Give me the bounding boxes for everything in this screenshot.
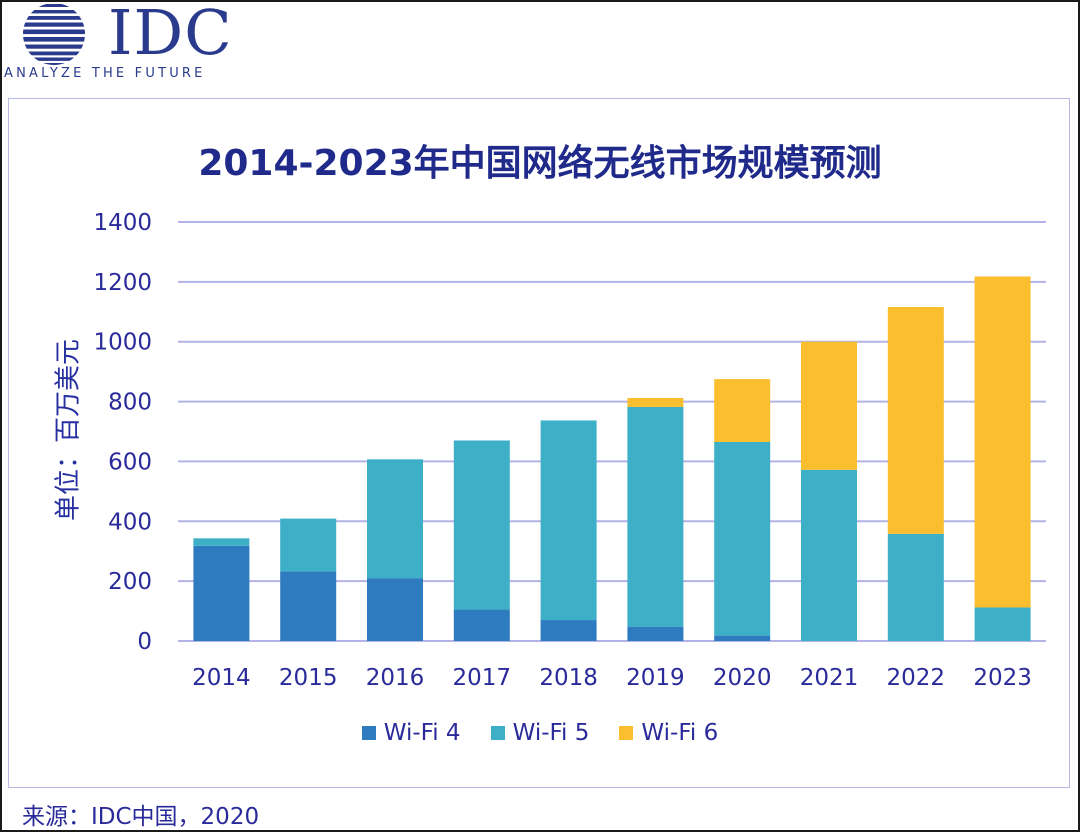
y-tick-label: 1200 [93, 270, 152, 296]
bar-2015-series-0 [280, 571, 337, 641]
bar-2016-series-0 [367, 578, 423, 641]
chart-title: 2014-2023年中国网络无线市场规模预测 [198, 143, 882, 184]
legend-label: Wi-Fi 4 [383, 720, 461, 746]
legend-label: Wi-Fi 5 [512, 720, 590, 746]
bar-2017-series-0 [453, 609, 510, 641]
logo-tagline: ANALYZE THE FUTURE [4, 66, 206, 81]
chart-panel [8, 98, 1070, 788]
y-tick-label: 1400 [93, 210, 152, 236]
bar-2022-series-1 [887, 533, 944, 641]
legend-swatch [490, 726, 505, 740]
y-tick-label: 400 [108, 509, 152, 535]
y-tick-labels: 0 200 400 600 800 1000 1200 1400 [93, 210, 152, 655]
logo-wordmark: IDC [108, 0, 233, 69]
bar-2023-series-1 [974, 607, 1031, 641]
source-note: 来源：IDC中国，2020 [22, 804, 260, 830]
x-tick-label: 2020 [713, 665, 772, 691]
legend-item: Wi-Fi 5 [490, 720, 590, 746]
x-tick-label: 2018 [539, 665, 598, 691]
idc-globe-icon [23, 4, 85, 65]
bar-2015-series-1 [280, 518, 337, 572]
idc-logo: IDC ANALYZE THE FUTURE [4, 0, 244, 92]
bar-2014-series-0 [193, 545, 250, 641]
x-tick-label: 2016 [366, 665, 425, 691]
bar-2020-series-2 [714, 379, 771, 442]
y-tick-label: 200 [108, 569, 152, 595]
bar-2022-series-2 [887, 306, 944, 534]
bar-2021-series-1 [801, 469, 857, 641]
x-tick-labels: 2014 2015 2016 2017 2018 2019 2020 2021 2022 2023 [192, 665, 1032, 691]
bar-2020-series-1 [714, 441, 771, 636]
bar-2018-series-0 [540, 620, 597, 641]
x-tick-label: 2014 [192, 665, 251, 691]
y-tick-label: 600 [108, 449, 152, 475]
bar-2019-series-1 [627, 406, 684, 627]
legend-swatch [361, 726, 376, 740]
bar-2020-series-0 [714, 635, 771, 641]
x-tick-label: 2021 [800, 665, 859, 691]
x-tick-label: 2023 [973, 665, 1032, 691]
legend: Wi-Fi 4 Wi-Fi 5 Wi-Fi 6 [0, 720, 1080, 746]
legend-label: Wi-Fi 6 [641, 720, 719, 746]
bar-2021-series-2 [801, 341, 857, 470]
bar-2023-series-2 [974, 276, 1031, 608]
bar-2016-series-1 [367, 459, 423, 579]
bar-2019-series-0 [627, 626, 684, 641]
x-tick-label: 2017 [453, 665, 512, 691]
bar-2017-series-1 [453, 440, 510, 610]
bar-stacks [193, 276, 1031, 641]
x-tick-label: 2022 [887, 665, 946, 691]
x-tick-label: 2019 [626, 665, 685, 691]
bar-2018-series-1 [540, 420, 597, 621]
bar-2014-series-1 [193, 538, 250, 546]
bar-2019-series-2 [627, 397, 684, 407]
legend-swatch [619, 726, 634, 740]
legend-item: Wi-Fi 6 [619, 720, 718, 746]
x-tick-label: 2015 [279, 665, 338, 691]
y-tick-label: 800 [108, 390, 152, 416]
y-tick-label: 1000 [93, 330, 152, 356]
legend-item: Wi-Fi 4 [361, 720, 461, 746]
y-tick-label: 0 [137, 629, 152, 655]
